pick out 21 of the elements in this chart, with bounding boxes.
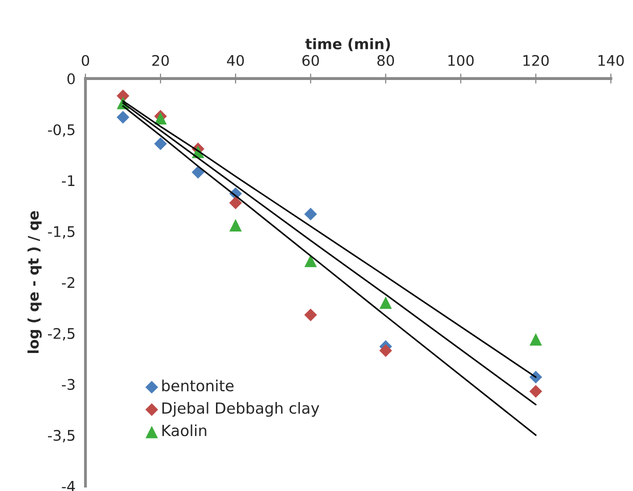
x-tick-label: 60 xyxy=(302,54,319,66)
x-axis-title: time (min) xyxy=(305,38,390,52)
x-tick-label: 80 xyxy=(377,54,394,66)
y-tick-label: -0,5 xyxy=(48,124,74,137)
x-tick-label: 20 xyxy=(152,54,169,66)
legend-label: Kaolin xyxy=(162,424,206,436)
y-tick-label: -2 xyxy=(62,277,74,288)
legend-label: bentonite xyxy=(162,380,234,392)
y-axis-title: log ( qe - qt ) / qe xyxy=(27,211,42,353)
y-tick-label: 0 xyxy=(67,73,75,84)
y-tick-label: -1,5 xyxy=(48,226,74,239)
legend-label: Djebal Debbagh clay xyxy=(162,402,320,417)
x-tick-label: 120 xyxy=(523,54,549,66)
x-tick-label: 100 xyxy=(448,54,474,66)
y-tick-label: -1 xyxy=(62,175,74,186)
x-tick-label: 140 xyxy=(598,54,624,66)
x-tick-label: 0 xyxy=(82,54,90,66)
y-tick-label: -2,5 xyxy=(48,328,74,340)
y-tick-label: -3 xyxy=(62,378,75,390)
x-tick-label: 40 xyxy=(227,54,244,66)
y-tick-label: -3,5 xyxy=(48,430,74,442)
